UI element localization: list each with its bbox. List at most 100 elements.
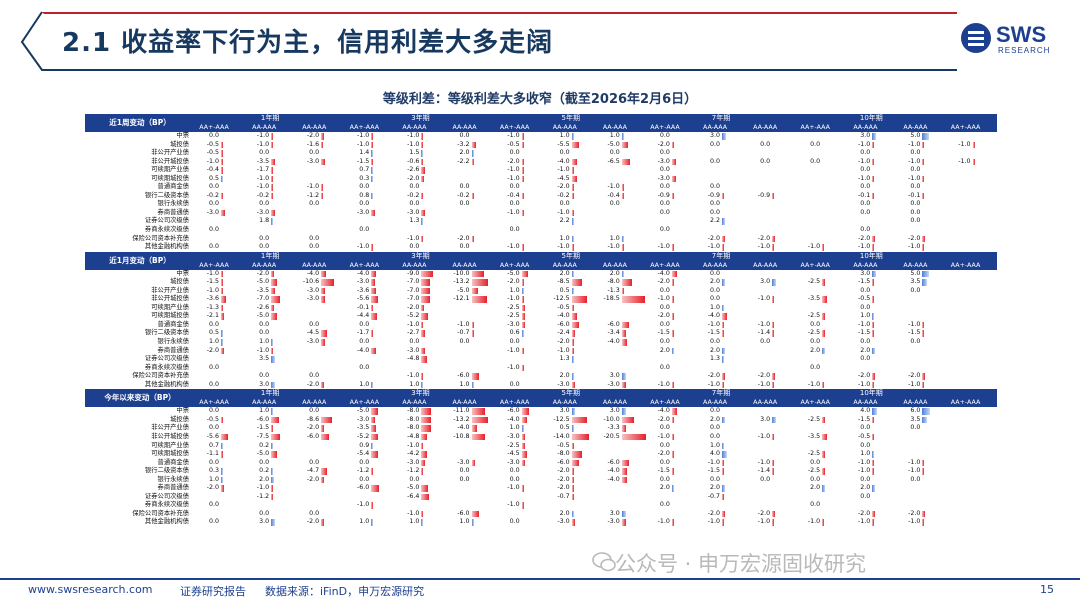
footer-source: 数据来源：iFinD，申万宏源研究 bbox=[265, 585, 425, 598]
spread-value: -5.0 bbox=[407, 484, 420, 492]
spread-cell: 3.0 bbox=[746, 278, 800, 287]
spread-cell: 0.0 bbox=[696, 407, 750, 416]
negative-bar bbox=[922, 381, 925, 389]
spread-cell: -2.0 bbox=[896, 372, 950, 381]
spread-value: -4.2 bbox=[407, 450, 420, 458]
table-row: 普通商金债 0.0 0.0 0.0 0.0 -1.0 -1.0 -3.0 -6.0 -6.0 0.0… bbox=[85, 321, 997, 330]
positive-bar bbox=[221, 330, 223, 337]
negative-bar bbox=[321, 425, 324, 432]
spread-cell: -1.0 bbox=[796, 518, 850, 527]
spread-cell: -1.0 bbox=[496, 484, 550, 493]
spread-value: -6.0 bbox=[457, 509, 470, 517]
spread-value: 0.0 bbox=[259, 329, 270, 337]
negative-bar bbox=[822, 313, 826, 320]
spread-cell: 0.0 bbox=[696, 141, 750, 150]
spread-cell: 0.0 bbox=[646, 476, 700, 485]
spread-cell: -5.0 bbox=[596, 141, 650, 150]
positive-bar bbox=[722, 304, 724, 312]
spread-value: 0.0 bbox=[760, 475, 771, 483]
spread-cell: -2.5 bbox=[796, 278, 850, 287]
spread-cell: 2.0 bbox=[446, 149, 500, 158]
spread-value: 0.0 bbox=[709, 183, 720, 191]
spread-cell: -1.0 bbox=[896, 321, 950, 330]
spread-value: 0.0 bbox=[559, 149, 570, 157]
spread-cell: -1.0 bbox=[896, 141, 950, 150]
negative-bar bbox=[271, 493, 274, 501]
negative-bar bbox=[521, 502, 524, 509]
rating-pair-header: AA-AAA bbox=[402, 124, 427, 131]
spread-value: -1.3 bbox=[607, 286, 620, 294]
negative-bar bbox=[421, 442, 424, 449]
negative-bar bbox=[371, 330, 374, 337]
spread-cell: -1.0 bbox=[947, 158, 1001, 167]
spread-cell: -4.5 bbox=[496, 450, 550, 459]
negative-bar bbox=[571, 296, 588, 303]
rating-pair-header: AA-AAA bbox=[302, 261, 327, 269]
spread-cell: 0.0 bbox=[496, 200, 550, 209]
rating-pair-header: AA-AAA bbox=[903, 124, 928, 131]
negative-bar bbox=[271, 209, 275, 217]
spread-cell: 0.0 bbox=[496, 149, 550, 158]
negative-bar bbox=[271, 192, 274, 200]
tenor-header: 10年期 bbox=[859, 114, 883, 122]
spread-value: 0.0 bbox=[509, 380, 520, 388]
spread-value: -2.5 bbox=[807, 312, 821, 320]
negative-bar bbox=[421, 485, 428, 492]
spread-value: -1.0 bbox=[657, 243, 670, 251]
spread-value: -0.2 bbox=[206, 191, 219, 199]
spread-cell: -2.0 bbox=[195, 347, 249, 356]
negative-bar bbox=[922, 158, 925, 166]
spread-cell: -0.5 bbox=[195, 141, 249, 150]
spread-value: -2.0 bbox=[858, 509, 871, 517]
spread-cell: -1.0 bbox=[846, 459, 900, 468]
spread-value: -1.0 bbox=[908, 243, 921, 251]
rating-pair-header: AA-AAA bbox=[552, 124, 577, 131]
spread-cell: -14.0 bbox=[546, 433, 600, 442]
spread-cell: -1.2 bbox=[395, 467, 449, 476]
negative-bar bbox=[271, 167, 274, 174]
spread-cell: 3.5 bbox=[896, 278, 950, 287]
negative-bar bbox=[371, 304, 374, 312]
negative-bar bbox=[321, 192, 324, 200]
spread-value: -1.0 bbox=[256, 183, 270, 191]
spread-value: -2.0 bbox=[908, 509, 921, 517]
spread-value: -2.5 bbox=[507, 312, 520, 320]
spread-value: 0.0 bbox=[409, 338, 420, 346]
spread-value: 2.2 bbox=[709, 217, 720, 225]
footer-url[interactable]: www.swsresearch.com bbox=[28, 583, 153, 596]
spread-value: -0.9 bbox=[757, 191, 771, 199]
negative-bar bbox=[221, 433, 228, 441]
spread-cell: -1.5 bbox=[195, 278, 249, 287]
spread-value: 0.0 bbox=[659, 320, 670, 328]
positive-bar bbox=[772, 279, 776, 286]
negative-bar bbox=[722, 459, 724, 467]
negative-bar bbox=[521, 158, 525, 166]
spread-value: -1.0 bbox=[958, 157, 971, 165]
spread-cell: 2.0 bbox=[546, 270, 600, 279]
spread-value: -3.6 bbox=[206, 295, 219, 303]
spread-value: -1.0 bbox=[407, 372, 420, 380]
negative-bar bbox=[671, 313, 675, 320]
table-row: 非公开产业债 -0.5 0.0 0.0 1.4 1.5 2.0 0.0 0.0 0.0 0.0 0.0… bbox=[85, 149, 997, 158]
spread-value: -1.5 bbox=[657, 329, 670, 337]
spread-value: -1.0 bbox=[507, 166, 520, 174]
row-label: 券商普通债 bbox=[157, 484, 189, 492]
spread-value: 0.0 bbox=[309, 234, 320, 242]
spread-cell: -3.0 bbox=[596, 518, 650, 527]
tenor-header: 7年期 bbox=[711, 114, 731, 122]
spread-value: 0.0 bbox=[709, 208, 720, 216]
spread-value: -4.4 bbox=[357, 312, 370, 320]
spread-value: -4.0 bbox=[507, 415, 520, 423]
spread-cell: 1.0 bbox=[446, 518, 500, 527]
rating-pair-header: AA-AAA bbox=[853, 124, 878, 131]
spread-cell: -0.2 bbox=[195, 192, 249, 201]
negative-bar bbox=[671, 158, 676, 166]
spread-cell: -0.1 bbox=[345, 304, 399, 313]
spread-cell: -4.0 bbox=[546, 158, 600, 167]
negative-bar bbox=[922, 192, 925, 200]
negative-bar bbox=[671, 330, 674, 337]
spread-cell: -1.0 bbox=[896, 459, 950, 468]
table-row: 银行二级资本债 0.5 0.0 -4.5 -1.7 -2.7 -0.7 0.6 -2.4 -3.4… bbox=[85, 329, 997, 338]
spread-value: -6.0 bbox=[607, 458, 620, 466]
watermark: 公众号 · 申万宏源固收研究 bbox=[615, 552, 867, 576]
